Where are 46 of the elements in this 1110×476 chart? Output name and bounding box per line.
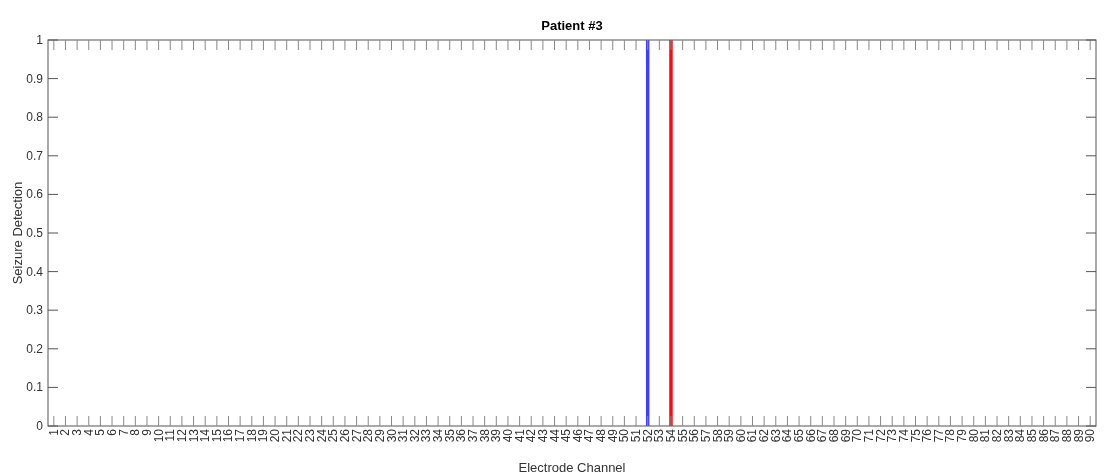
x-tick-label: 86 bbox=[1036, 428, 1051, 443]
x-tick-label: 1 bbox=[46, 428, 61, 436]
x-tick-label: 22 bbox=[291, 428, 306, 443]
x-tick-label: 89 bbox=[1071, 428, 1086, 443]
y-tick-label: 0.8 bbox=[26, 110, 44, 125]
x-tick-label: 58 bbox=[710, 428, 725, 443]
x-tick-label: 61 bbox=[745, 428, 760, 443]
x-tick-label: 44 bbox=[547, 428, 562, 443]
y-axis-title: Seizure Detection bbox=[10, 181, 25, 285]
y-tick-label: 0.5 bbox=[26, 226, 44, 240]
y-tick-label: 0.6 bbox=[26, 187, 44, 202]
x-tick-label: 90 bbox=[1083, 428, 1098, 443]
x-axis-title: Electrode Channel bbox=[518, 460, 626, 475]
x-tick-label: 24 bbox=[314, 428, 329, 443]
y-tick-label: 1 bbox=[36, 33, 44, 47]
x-tick-label: 81 bbox=[978, 428, 993, 443]
x-tick-label: 36 bbox=[454, 428, 469, 443]
y-tick-label: 0.4 bbox=[26, 264, 44, 279]
x-tick-label: 19 bbox=[256, 428, 271, 443]
x-tick-label: 2 bbox=[58, 428, 73, 436]
chart-title: Patient #3 bbox=[541, 18, 603, 33]
x-tick-label: 5 bbox=[93, 428, 108, 436]
x-tick-label: 64 bbox=[780, 428, 795, 443]
y-tick-label: 0.3 bbox=[26, 303, 44, 318]
x-tick-label: 16 bbox=[221, 428, 236, 443]
x-tick-label: 13 bbox=[186, 428, 201, 443]
x-tick-label: 33 bbox=[419, 428, 434, 443]
y-tick-label: 0 bbox=[36, 419, 44, 433]
x-tick-label: 41 bbox=[512, 428, 527, 443]
x-tick-label: 55 bbox=[675, 428, 690, 443]
x-tick-label: 67 bbox=[815, 428, 830, 443]
y-tick-label: 0.7 bbox=[26, 148, 44, 163]
x-tick-label: 78 bbox=[943, 428, 958, 443]
x-tick-label: 75 bbox=[908, 428, 923, 443]
x-tick-label: 10 bbox=[151, 428, 166, 443]
x-tick-label: 23 bbox=[303, 428, 317, 443]
x-tick-label: 69 bbox=[838, 428, 853, 443]
x-tick-label: 30 bbox=[384, 428, 399, 443]
x-tick-label: 72 bbox=[873, 428, 888, 443]
x-tick-label: 50 bbox=[617, 428, 632, 443]
x-tick-label: 47 bbox=[582, 428, 597, 443]
x-tick-label: 27 bbox=[349, 428, 364, 443]
y-tick-label: 0.2 bbox=[26, 341, 44, 356]
x-tick-label: 68 bbox=[827, 428, 841, 443]
y-tick-label: 0.9 bbox=[26, 71, 44, 86]
y-tick-label: 0.1 bbox=[26, 380, 44, 395]
